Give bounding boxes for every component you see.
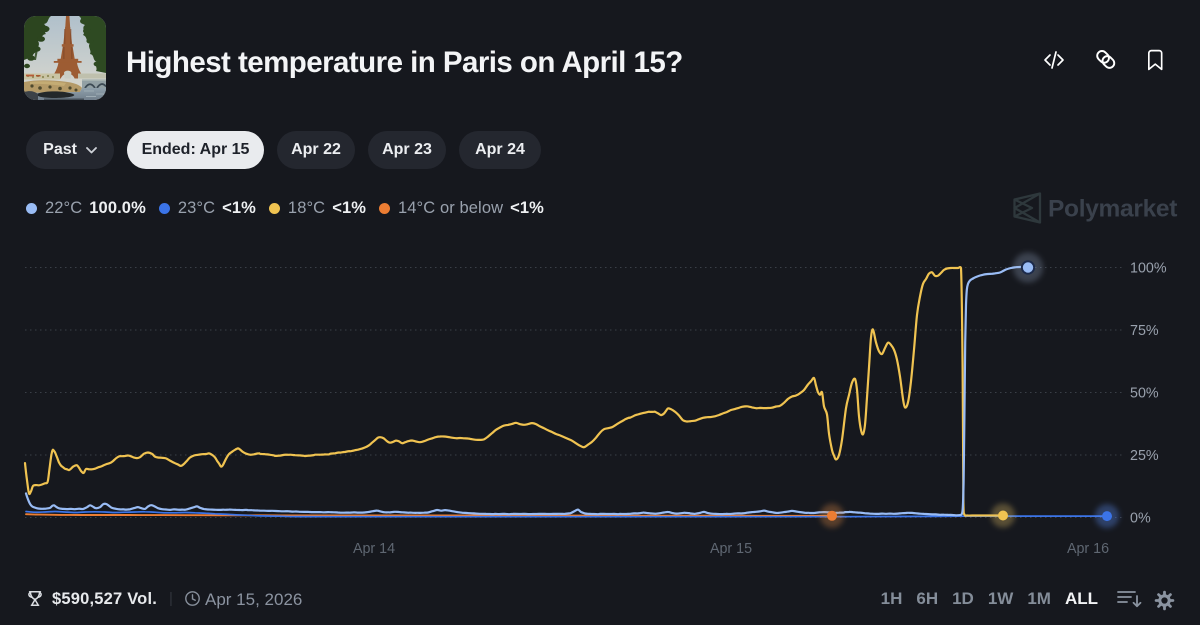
svg-text:0%: 0% bbox=[1130, 511, 1151, 527]
svg-text:Apr 15: Apr 15 bbox=[710, 541, 752, 557]
svg-text:25%: 25% bbox=[1130, 448, 1159, 464]
svg-text:50%: 50% bbox=[1130, 386, 1159, 402]
svg-text:Apr 16: Apr 16 bbox=[1067, 541, 1109, 557]
svg-text:Polymarket: Polymarket bbox=[1048, 196, 1177, 223]
svg-text:Apr 14: Apr 14 bbox=[353, 541, 395, 557]
svg-text:75%: 75% bbox=[1130, 323, 1159, 339]
svg-text:100%: 100% bbox=[1130, 261, 1167, 277]
